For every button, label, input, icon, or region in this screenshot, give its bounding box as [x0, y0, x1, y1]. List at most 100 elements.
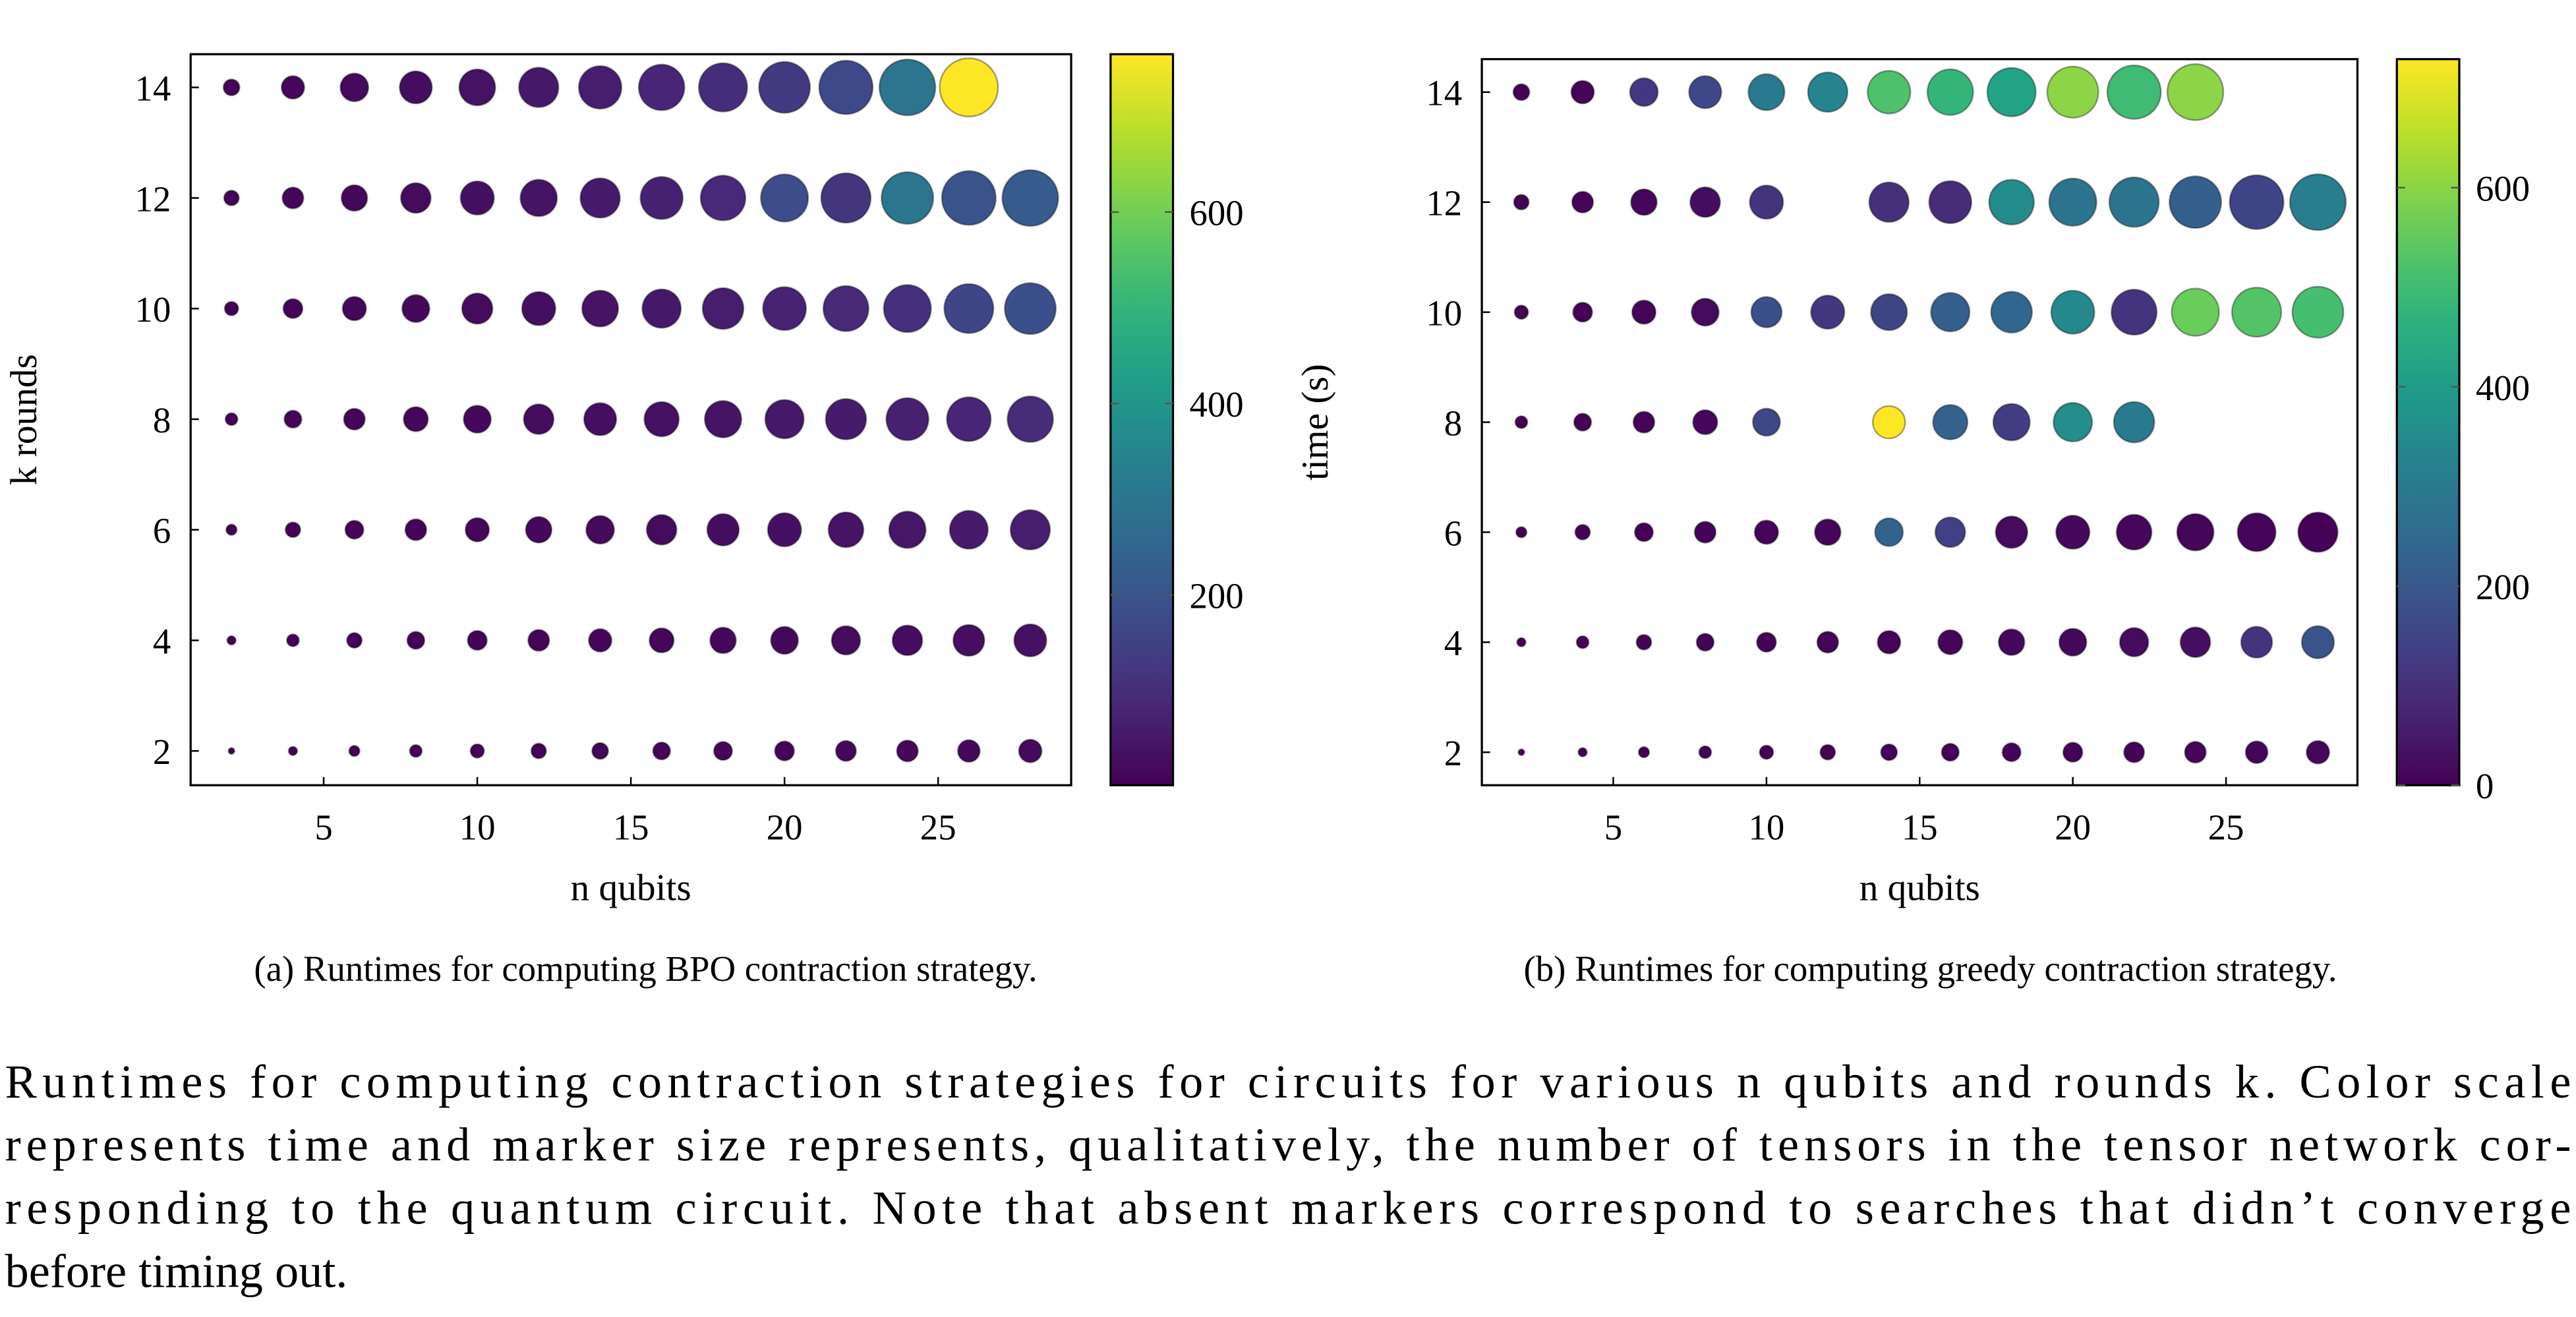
bubble [1515, 526, 1528, 539]
bubble [2229, 174, 2285, 230]
bubble [585, 515, 615, 545]
bubble [1637, 746, 1651, 759]
bubble [818, 59, 874, 115]
bubble [1749, 185, 1784, 220]
x-tick-label: 5 [1604, 807, 1622, 848]
bubble [527, 629, 550, 652]
bubble [344, 519, 365, 540]
bubble [1570, 80, 1595, 105]
bubble [1995, 515, 2029, 549]
bubble [1513, 194, 1530, 211]
bubble [2122, 741, 2146, 763]
bubble [1517, 748, 1525, 757]
x-tick-label: 10 [1748, 807, 1784, 848]
y-tick-label: 8 [153, 400, 171, 440]
bubble [1819, 744, 1836, 761]
y-axis-label: time (s) [1295, 364, 1336, 481]
bubble [888, 510, 927, 549]
bubble [1751, 407, 1781, 437]
x-tick-label: 15 [613, 807, 649, 848]
bubble [774, 740, 796, 762]
bubble [952, 624, 985, 657]
bubble [943, 283, 995, 334]
bubble [1693, 521, 1717, 544]
bubble [224, 412, 239, 426]
x-tick-label: 25 [2208, 807, 2244, 848]
y-tick-label: 4 [1444, 623, 1462, 663]
bubble [1513, 304, 1529, 320]
bubble [939, 57, 999, 118]
bubble [1932, 404, 1969, 440]
bubble [227, 747, 236, 755]
bubble [758, 61, 811, 114]
bubble [284, 521, 302, 539]
bubble [2179, 626, 2211, 658]
bubble [1813, 518, 1842, 546]
figure-caption-line: responding to the quantum circuit. Note … [5, 1182, 2571, 1235]
plot-frame [1480, 58, 2359, 786]
subfigure-caption: (b) Runtimes for computing greedy contra… [1523, 949, 2337, 989]
colorbar-tick-label: 400 [2476, 368, 2530, 408]
bubble [1688, 75, 1722, 109]
y-axis-label: k rounds [3, 354, 45, 485]
bubble [1870, 293, 1908, 332]
bubble [652, 741, 672, 761]
bubble [1986, 67, 2037, 117]
x-axis-label: n qubits [571, 867, 691, 909]
bubble [891, 624, 923, 657]
bubble [1810, 294, 1846, 330]
bubble [699, 175, 747, 221]
bubble [2055, 514, 2091, 550]
bubble [340, 184, 368, 212]
bubble [404, 518, 428, 542]
bubble [1013, 623, 1047, 658]
bubble [1992, 403, 2031, 442]
bubble [1926, 68, 1974, 116]
y-tick-label: 8 [1444, 403, 1462, 443]
x-tick-label: 5 [314, 807, 332, 848]
bubble [1007, 395, 1054, 443]
bubble [825, 397, 867, 440]
bubble [697, 62, 748, 113]
colorbar [2395, 58, 2461, 786]
bubble [1880, 743, 1898, 761]
bubble [831, 625, 862, 656]
bubble [282, 298, 304, 320]
bubble [2240, 626, 2273, 659]
bubble [2113, 401, 2155, 444]
bubble [1571, 190, 1595, 214]
bubble [881, 171, 935, 225]
bubble [2289, 173, 2347, 231]
bubble [530, 742, 547, 759]
bubble [896, 739, 919, 763]
bubble [223, 189, 240, 206]
bubble [1990, 291, 2034, 334]
bubble [885, 397, 929, 442]
bubble [2300, 625, 2335, 660]
bubble [2110, 288, 2158, 336]
bubble [1941, 742, 1960, 762]
bubble [827, 511, 865, 548]
colorbar-tick-label: 400 [1189, 384, 1243, 424]
bubble [348, 744, 361, 757]
bubble [1575, 635, 1590, 649]
bubble [2062, 742, 2084, 763]
bubble [1692, 409, 1718, 436]
bubble [280, 74, 306, 100]
bubble [343, 407, 366, 431]
bubble [637, 63, 686, 111]
bubble [2166, 63, 2225, 121]
bubble [591, 742, 610, 760]
bubble [2305, 740, 2331, 765]
x-axis-label: n qubits [1859, 867, 1980, 909]
bubble [399, 70, 433, 105]
bubble [1629, 77, 1659, 107]
bubble [1868, 181, 1910, 223]
bubble [1871, 405, 1906, 440]
colorbar-tick-label: 600 [1189, 193, 1243, 233]
bubble [1997, 628, 2026, 657]
y-tick-label: 14 [1426, 73, 1462, 113]
bubble [463, 404, 492, 434]
